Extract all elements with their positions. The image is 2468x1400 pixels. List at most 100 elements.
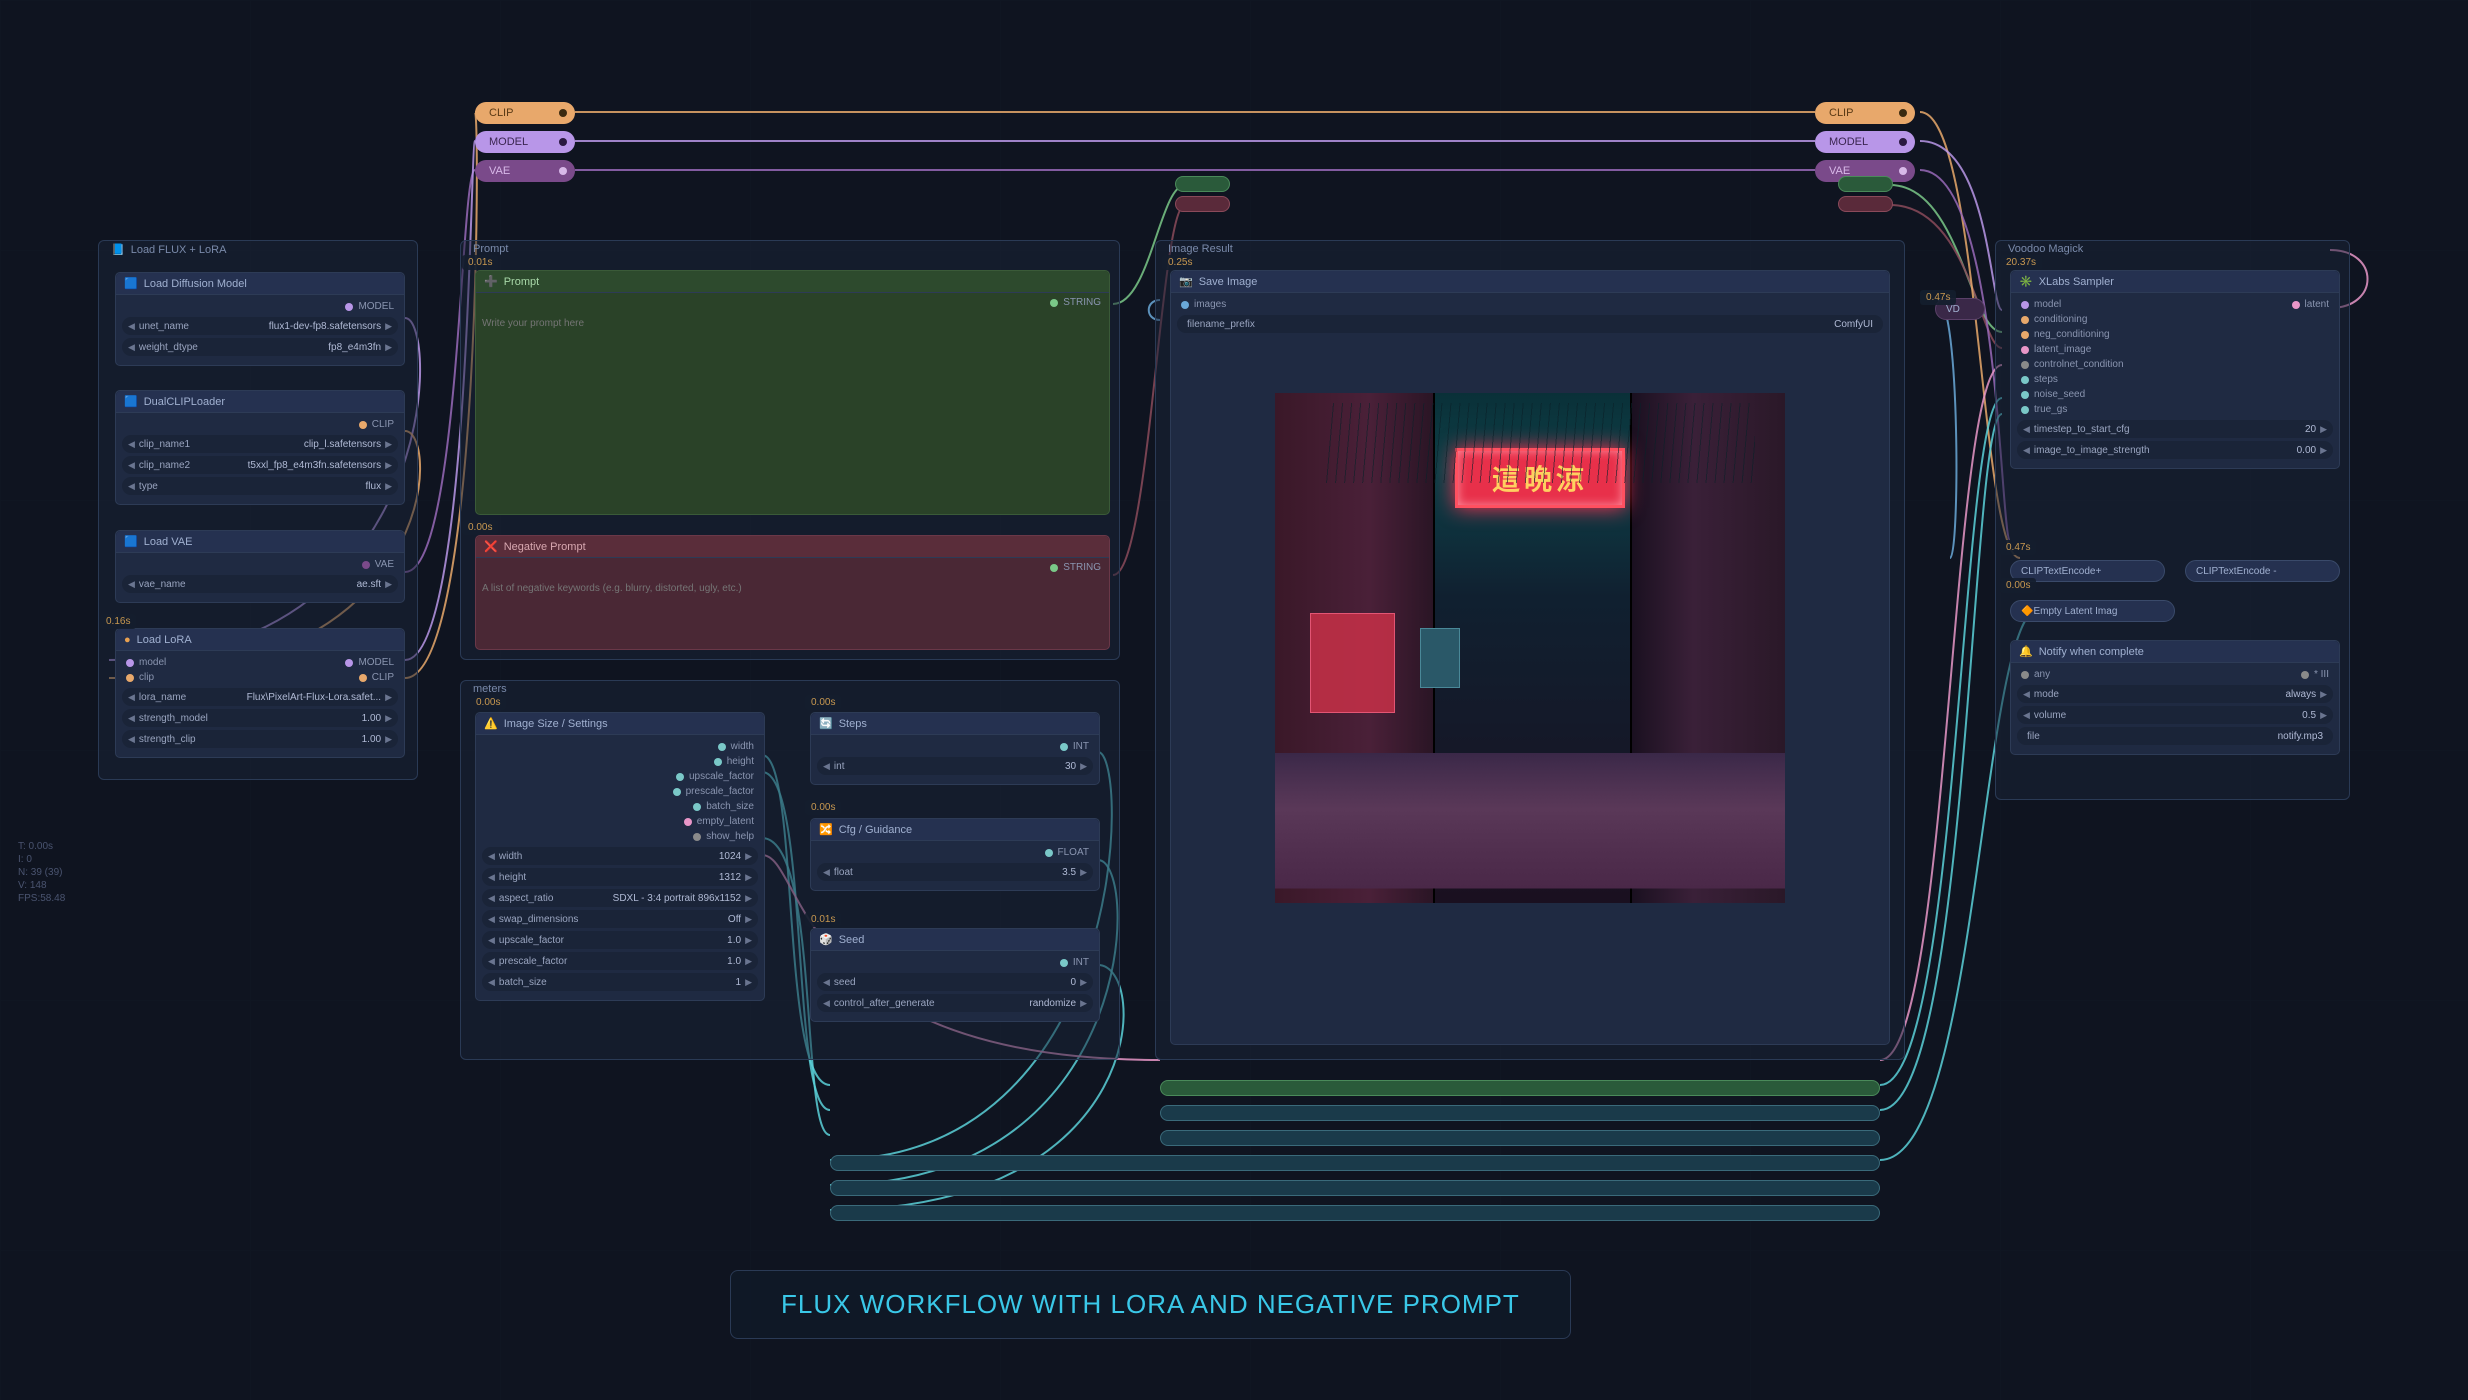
input-conditioning[interactable]: conditioning	[2021, 314, 2087, 325]
output-showhelp[interactable]: show_help	[693, 831, 754, 842]
widget-vae-name[interactable]: ◀vae_nameae.sft▶	[122, 575, 398, 593]
output-prescale[interactable]: prescale_factor	[673, 786, 754, 797]
node-empty-latent[interactable]: 🔶 Empty Latent Imag	[2010, 600, 2175, 622]
page-caption: FLUX WORKFLOW WITH LORA AND NEGATIVE PRO…	[730, 1270, 1571, 1339]
bus-bar	[1160, 1130, 1880, 1146]
widget-width[interactable]: ◀width1024▶	[482, 847, 758, 865]
input-controlnet[interactable]: controlnet_condition	[2021, 359, 2124, 370]
widget-clip-name1[interactable]: ◀clip_name1clip_l.safetensors▶	[122, 435, 398, 453]
output-clip[interactable]: CLIP	[359, 419, 394, 430]
node-steps[interactable]: 🔄 Steps INT ◀int30▶	[810, 712, 1100, 785]
output-empty-latent[interactable]: empty_latent	[684, 816, 754, 827]
output-upscale[interactable]: upscale_factor	[676, 771, 754, 782]
reroute-clip-left[interactable]: CLIP	[475, 102, 575, 124]
input-latent-image[interactable]: latent_image	[2021, 344, 2091, 355]
bus-bar-red-1	[1175, 196, 1230, 212]
input-neg-conditioning[interactable]: neg_conditioning	[2021, 329, 2110, 340]
widget-clip-name2[interactable]: ◀clip_name2t5xxl_fp8_e4m3fn.safetensors▶	[122, 456, 398, 474]
time-badge: 0.00s	[805, 800, 841, 815]
input-true-gs[interactable]: true_gs	[2021, 404, 2067, 415]
input-any[interactable]: any	[2021, 669, 2050, 680]
neg-prompt-textarea[interactable]	[476, 577, 1109, 637]
input-model[interactable]: model	[126, 657, 166, 668]
output-batch[interactable]: batch_size	[693, 801, 754, 812]
widget-weight-dtype[interactable]: ◀weight_dtypefp8_e4m3fn▶	[122, 338, 398, 356]
node-dual-clip-loader[interactable]: 🟦DualCLIPLoader CLIP ◀clip_name1clip_l.s…	[115, 390, 405, 505]
widget-timestep-start[interactable]: ◀timestep_to_start_cfg20▶	[2017, 420, 2333, 438]
widget-float[interactable]: ◀float3.5▶	[817, 863, 1093, 881]
widget-height[interactable]: ◀height1312▶	[482, 868, 758, 886]
widget-prescale[interactable]: ◀prescale_factor1.0▶	[482, 952, 758, 970]
widget-upscale[interactable]: ◀upscale_factor1.0▶	[482, 931, 758, 949]
bus-bar	[830, 1180, 1880, 1196]
node-load-lora[interactable]: ●Load LoRA model MODEL clip CLIP ◀lora_n…	[115, 628, 405, 758]
time-badge: 0.00s	[470, 695, 506, 710]
time-badge: 20.37s	[2000, 255, 2042, 270]
input-model[interactable]: model	[2021, 299, 2061, 310]
node-title: Prompt	[504, 276, 539, 288]
input-noise-seed[interactable]: noise_seed	[2021, 389, 2085, 400]
reroute-model-left[interactable]: MODEL	[475, 131, 575, 153]
widget-i2i-strength[interactable]: ◀image_to_image_strength0.00▶	[2017, 441, 2333, 459]
widget-type[interactable]: ◀typeflux▶	[122, 477, 398, 495]
reroute-clip-right[interactable]: CLIP	[1815, 102, 1915, 124]
widget-aspect[interactable]: ◀aspect_ratioSDXL - 3:4 portrait 896x115…	[482, 889, 758, 907]
bus-bar	[830, 1205, 1880, 1221]
time-badge: 0.00s	[2000, 578, 2036, 593]
group-title: 📘 Load FLUX + LoRA	[105, 239, 232, 260]
node-title: Load LoRA	[137, 634, 192, 646]
node-seed[interactable]: 🎲 Seed INT ◀seed0▶ ◀control_after_genera…	[810, 928, 1100, 1022]
widget-strength-model[interactable]: ◀strength_model1.00▶	[122, 709, 398, 727]
input-images[interactable]: images	[1181, 299, 1226, 310]
output-string[interactable]: STRING	[1050, 562, 1101, 573]
node-icon: 🟦	[124, 277, 138, 290]
time-badge: 0.01s	[462, 255, 498, 270]
output-model[interactable]: MODEL	[345, 657, 394, 668]
prompt-textarea[interactable]	[476, 312, 1109, 507]
reroute-model-right[interactable]: MODEL	[1815, 131, 1915, 153]
output-width[interactable]: width	[718, 741, 754, 752]
output-int[interactable]: INT	[1060, 957, 1089, 968]
output-int[interactable]: INT	[1060, 741, 1089, 752]
node-icon: 🟦	[124, 535, 138, 548]
input-steps[interactable]: steps	[2021, 374, 2058, 385]
output-string[interactable]: STRING	[1050, 297, 1101, 308]
node-notify[interactable]: 🔔 Notify when complete any* III ◀modealw…	[2010, 640, 2340, 755]
node-cfg[interactable]: 🔀 Cfg / Guidance FLOAT ◀float3.5▶	[810, 818, 1100, 891]
widget-batch[interactable]: ◀batch_size1▶	[482, 973, 758, 991]
widget-seed[interactable]: ◀seed0▶	[817, 973, 1093, 991]
output-latent[interactable]: latent	[2292, 299, 2329, 310]
node-title: Steps	[839, 718, 867, 730]
bus-bar-red-2	[1838, 196, 1893, 212]
output-float[interactable]: FLOAT	[1045, 847, 1089, 858]
time-badge: 0.47s	[2000, 540, 2036, 555]
node-save-image[interactable]: 📷 Save Image images filename_prefixComfy…	[1170, 270, 1890, 1045]
output-height[interactable]: height	[714, 756, 754, 767]
widget-swap[interactable]: ◀swap_dimensionsOff▶	[482, 910, 758, 928]
node-clip-text-encode-neg[interactable]: CLIPTextEncode -	[2185, 560, 2340, 582]
widget-filename-prefix[interactable]: filename_prefixComfyUI	[1177, 315, 1883, 333]
widget-mode[interactable]: ◀modealways▶	[2017, 685, 2333, 703]
reroute-vae-left[interactable]: VAE	[475, 160, 575, 182]
output-any[interactable]: * III	[2301, 669, 2329, 680]
output-clip[interactable]: CLIP	[359, 672, 394, 683]
output-model[interactable]: MODEL	[345, 301, 394, 312]
node-negative-prompt[interactable]: ❌ Negative Prompt STRING	[475, 535, 1110, 650]
widget-cag[interactable]: ◀control_after_generaterandomize▶	[817, 994, 1093, 1012]
widget-unet-name[interactable]: ◀unet_nameflux1-dev-fp8.safetensors▶	[122, 317, 398, 335]
node-xlabs-sampler[interactable]: ✳️ XLabs Sampler modellatent conditionin…	[2010, 270, 2340, 469]
output-vae[interactable]: VAE	[362, 559, 394, 570]
widget-strength-clip[interactable]: ◀strength_clip1.00▶	[122, 730, 398, 748]
node-load-vae[interactable]: 🟦Load VAE VAE ◀vae_nameae.sft▶	[115, 530, 405, 603]
image-preview: 這晩涼	[1275, 393, 1785, 903]
widget-lora-name[interactable]: ◀lora_nameFlux\PixelArt-Flux-Lora.safet.…	[122, 688, 398, 706]
input-clip[interactable]: clip	[126, 672, 154, 683]
widget-file[interactable]: filenotify.mp3	[2017, 727, 2333, 745]
widget-int[interactable]: ◀int30▶	[817, 757, 1093, 775]
widget-volume[interactable]: ◀volume0.5▶	[2017, 706, 2333, 724]
node-image-size[interactable]: ⚠️ Image Size / Settings width height up…	[475, 712, 765, 1001]
node-prompt[interactable]: ➕ Prompt STRING	[475, 270, 1110, 515]
node-title: Notify when complete	[2039, 646, 2144, 658]
perf-stats: T: 0.00sI: 0N: 39 (39)V: 148FPS:58.48	[18, 840, 65, 905]
node-load-diffusion-model[interactable]: 🟦Load Diffusion Model MODEL ◀unet_namefl…	[115, 272, 405, 366]
